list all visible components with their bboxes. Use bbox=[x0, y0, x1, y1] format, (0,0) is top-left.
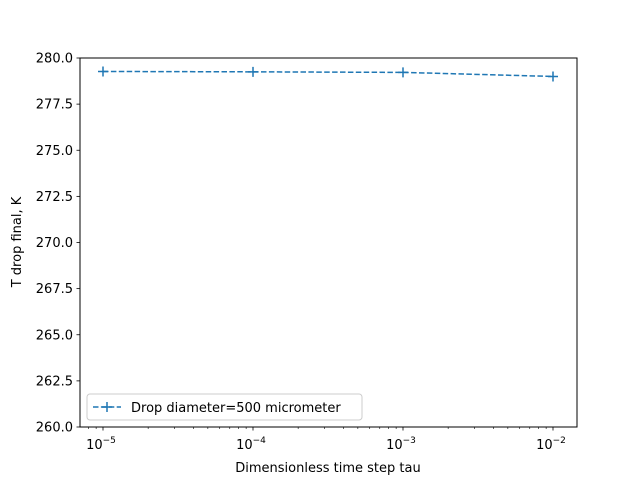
y-tick-label: 260.0 bbox=[36, 421, 73, 436]
y-axis-label: T drop final, K bbox=[10, 196, 25, 288]
data-point-plus-marker bbox=[248, 66, 258, 77]
axes-frame bbox=[79, 57, 578, 428]
plot-area bbox=[98, 66, 558, 82]
legend-label: Drop diameter=500 micrometer bbox=[131, 401, 341, 416]
x-tick-label: 10−3 bbox=[386, 436, 416, 453]
x-tick-label: 10−2 bbox=[536, 436, 566, 453]
y-tick-label: 275.0 bbox=[36, 144, 73, 159]
series-line bbox=[102, 70, 554, 78]
y-tick-label: 262.5 bbox=[36, 374, 73, 389]
legend-box bbox=[86, 393, 363, 421]
data-point-plus-marker bbox=[548, 71, 558, 82]
y-tick-label: 280.0 bbox=[36, 52, 73, 67]
y-tick-label: 265.0 bbox=[36, 328, 73, 343]
legend-plus-marker-icon bbox=[102, 402, 112, 412]
legend: Drop diameter=500 micrometer bbox=[86, 393, 363, 421]
x-tick-label: 10−4 bbox=[236, 436, 266, 453]
y-tick-label: 277.5 bbox=[36, 98, 73, 113]
x-tick-label: 10−5 bbox=[86, 436, 116, 453]
x-axis-ticks: 10−5 10−4 10−3 10−2 bbox=[86, 427, 566, 453]
data-point-plus-marker bbox=[398, 67, 408, 78]
y-tick-label: 267.5 bbox=[36, 282, 73, 297]
data-point-plus-marker bbox=[98, 66, 108, 77]
x-axis-label: Dimensionless time step tau bbox=[235, 461, 420, 476]
y-tick-label: 272.5 bbox=[36, 190, 73, 205]
y-tick-label: 270.0 bbox=[36, 236, 73, 251]
y-axis-ticks: 260.0 262.5 265.0 267.5 270.0 272.5 275.0 277.5… bbox=[36, 52, 80, 436]
